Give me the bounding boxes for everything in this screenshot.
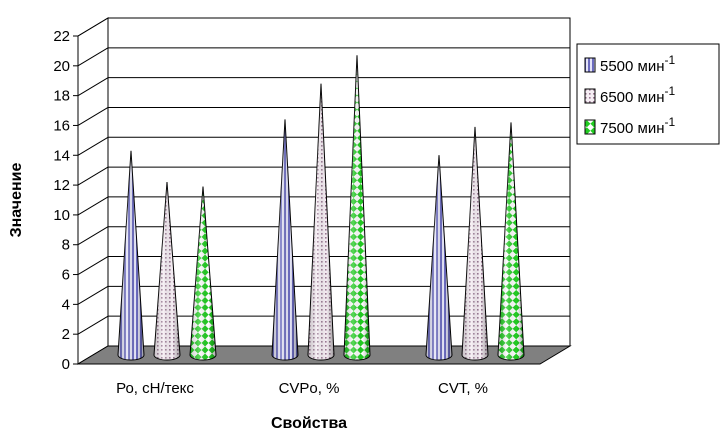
cone-bar (153, 182, 181, 361)
side-gridline (77, 226, 109, 246)
x-category-label: CVPо, % (279, 380, 340, 397)
cone-shade (426, 155, 452, 360)
side-gridline (77, 77, 109, 97)
cone-bar (425, 155, 453, 361)
cone-shade (308, 83, 334, 361)
cone-shade (190, 186, 216, 360)
cone-shade (344, 55, 370, 361)
x-axis-title: Свойства (271, 415, 347, 432)
y-tick-label: 6 (62, 267, 70, 284)
cone-bar (497, 122, 525, 361)
legend-label-sup: -1 (665, 115, 676, 129)
legend-label: 5500 мин-1 (600, 53, 676, 75)
x-axis-categories: Ро, сН/текс CVPо, % CVT, % (116, 380, 488, 397)
legend-swatch (584, 57, 596, 73)
y-tick-label: 2 (62, 326, 70, 343)
side-gridline (77, 107, 109, 126)
y-tick-label: 18 (53, 88, 70, 105)
side-gridline (77, 136, 109, 156)
y-tick-label: 8 (62, 237, 70, 254)
side-gridline (77, 17, 109, 37)
cone-shade (462, 126, 488, 361)
y-tick-label: 4 (62, 296, 70, 313)
cone-bar (189, 186, 217, 361)
legend-label-sup: -1 (665, 84, 676, 98)
legend-swatch (584, 88, 596, 104)
side-gridline (77, 285, 109, 305)
side-gridline (77, 315, 109, 335)
plot-side-wall (77, 17, 109, 365)
legend-swatch (584, 119, 596, 135)
side-gridline (77, 196, 109, 216)
side-gridline (77, 256, 109, 275)
cone-shade (272, 119, 298, 360)
y-tick-label: 10 (53, 207, 70, 224)
legend-label-sup: -1 (665, 53, 676, 67)
cone-shade (154, 182, 180, 360)
side-gridline (77, 166, 109, 186)
side-gridline (77, 47, 109, 67)
cone-bar (117, 150, 145, 361)
cone-bar (461, 126, 489, 361)
plot-back-wall (107, 17, 571, 347)
cone-shade (498, 122, 524, 360)
back-wall-fill (107, 17, 571, 347)
cone-bar (271, 119, 299, 361)
y-tick-label: 0 (62, 356, 70, 373)
cone-bar (343, 55, 371, 361)
y-tick-label: 22 (53, 28, 70, 45)
chart-cones (117, 55, 525, 361)
y-tick-label: 16 (53, 117, 70, 134)
y-axis-title: Значение (8, 163, 25, 238)
x-category-label: CVT, % (438, 380, 488, 397)
y-axis-ticks: 0 2 4 6 8 10 12 14 16 18 20 22 (53, 28, 78, 373)
legend: 5500 мин-1 6500 мин-1 7500 мин-1 (576, 43, 720, 145)
cone-bar (307, 83, 335, 361)
x-category-label: Ро, сН/текс (116, 380, 194, 397)
cone-shade (118, 150, 144, 360)
y-tick-label: 20 (53, 58, 70, 75)
y-tick-label: 12 (53, 177, 70, 194)
legend-label: 7500 мин-1 (600, 115, 676, 137)
side-wall-fill (77, 17, 109, 365)
y-tick-label: 14 (53, 147, 70, 164)
legend-box (576, 43, 720, 145)
legend-label: 6500 мин-1 (600, 84, 676, 106)
